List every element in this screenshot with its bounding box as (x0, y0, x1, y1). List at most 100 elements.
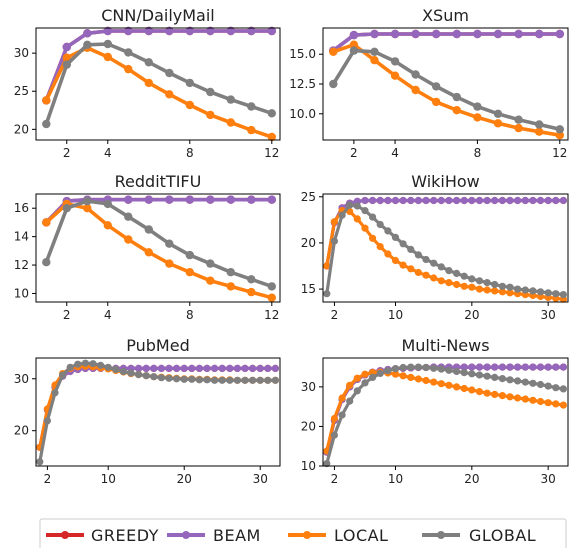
data-point (83, 196, 92, 206)
data-point (384, 196, 392, 205)
data-point (211, 364, 219, 372)
series-line-local (325, 209, 566, 301)
series-global (329, 46, 564, 134)
x-tick-label: 4 (104, 146, 112, 160)
y-tick-label: 20 (301, 419, 316, 433)
data-point (43, 417, 52, 425)
data-point (514, 115, 523, 124)
data-point (51, 389, 59, 397)
x-tick-label: 10 (388, 308, 403, 322)
data-point (453, 367, 461, 376)
data-point (483, 389, 491, 397)
data-point (376, 369, 384, 377)
data-point (514, 123, 523, 133)
data-point (338, 411, 346, 419)
data-point (432, 97, 441, 107)
series-beam (329, 29, 564, 55)
panel-xsum: XSum 2 4 8 12 10.0 12.5 15.0 (289, 6, 569, 160)
data-point (249, 376, 257, 384)
axes-frame (35, 27, 281, 141)
y-tick-label: 25 (301, 190, 316, 204)
data-point (445, 267, 453, 275)
data-point (536, 288, 545, 296)
legend-entry-global: GLOBAL (422, 526, 536, 545)
data-point (226, 376, 234, 384)
data-point (185, 78, 194, 88)
data-point (142, 364, 150, 372)
y-tick-label: 20 (14, 122, 29, 136)
data-point (536, 363, 545, 371)
data-point (349, 46, 359, 55)
data-point (498, 375, 506, 383)
data-point (491, 363, 499, 371)
data-point (264, 376, 272, 384)
x-tick-label: 30 (253, 472, 268, 486)
panel-title: PubMed (126, 336, 189, 355)
data-point (437, 196, 445, 205)
data-point (185, 26, 194, 36)
data-point (241, 364, 249, 372)
series-beam (42, 195, 276, 227)
data-point (124, 26, 133, 36)
x-tick-label: 4 (104, 308, 112, 322)
data-point (165, 195, 174, 204)
data-point (247, 102, 256, 111)
legend-label-local: LOCAL (334, 526, 388, 545)
data-point (437, 380, 445, 388)
data-point (506, 376, 514, 384)
panel-cnn-dailymail: CNN/DailyMail 2 4 8 12 20 25 30 (14, 6, 281, 160)
data-point (226, 118, 235, 127)
panel-title: WikiHow (411, 172, 480, 191)
data-point (535, 29, 544, 39)
data-point (124, 195, 133, 204)
plot-area (323, 363, 568, 468)
data-point (346, 397, 354, 405)
axes-frame (35, 193, 281, 303)
data-point (399, 261, 407, 269)
data-point (493, 29, 503, 39)
data-point (346, 381, 354, 389)
data-point (271, 376, 279, 384)
data-point (226, 26, 235, 36)
data-point (407, 363, 415, 371)
data-point (475, 196, 484, 205)
data-point (124, 212, 133, 221)
data-point (514, 285, 522, 293)
data-point (165, 26, 174, 36)
data-point (384, 250, 392, 258)
data-point (452, 92, 461, 102)
data-point (483, 372, 491, 380)
data-point (453, 280, 461, 289)
data-point (460, 384, 468, 393)
data-point (544, 196, 552, 205)
legend-entry-beam: BEAM (167, 526, 260, 545)
data-point (521, 378, 529, 386)
data-point (411, 29, 420, 39)
data-point (247, 26, 256, 36)
data-point (144, 195, 153, 204)
data-point (249, 364, 257, 372)
series-local (42, 43, 276, 142)
data-point (369, 196, 377, 205)
data-point (349, 30, 359, 40)
data-point (226, 195, 235, 204)
data-point (267, 132, 276, 142)
data-point (514, 394, 522, 402)
data-point (62, 42, 71, 52)
data-point (384, 367, 392, 375)
x-tick-label: 12 (264, 308, 279, 322)
data-point (422, 196, 430, 205)
data-point (468, 196, 476, 205)
data-point (475, 363, 484, 371)
data-point (226, 95, 235, 104)
data-point (430, 378, 438, 386)
data-point (453, 383, 461, 391)
y-tick-label: 14 (14, 230, 29, 244)
y-tick-label: 12 (14, 258, 29, 272)
data-point (173, 364, 181, 372)
data-point (407, 196, 415, 205)
data-point (157, 364, 165, 372)
data-point (247, 195, 256, 204)
plot-area (329, 29, 564, 140)
legend: GREEDY BEAM LOCAL GLOBAL (39, 518, 567, 548)
